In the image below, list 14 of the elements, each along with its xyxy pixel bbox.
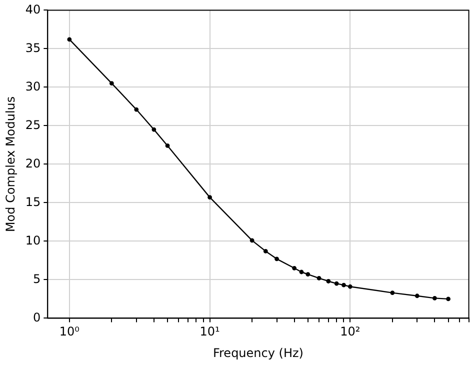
- x-axis-title: Frequency (Hz): [212, 346, 304, 360]
- y-tick-label: 0: [33, 310, 41, 324]
- y-tick-label: 10: [25, 233, 41, 248]
- y-tick-label: 30: [25, 79, 41, 94]
- y-tick-label: 25: [25, 118, 41, 132]
- x-tick-label: 10²: [340, 324, 360, 339]
- x-tick-label: 10⁰: [59, 324, 80, 339]
- y-tick-label: 35: [25, 40, 41, 55]
- y-tick-label: 5: [33, 272, 41, 286]
- y-axis-title: Mod Complex Modulus: [3, 96, 18, 232]
- y-tick-label: 20: [25, 156, 41, 170]
- y-tick-label: 15: [25, 194, 41, 209]
- y-tick-label: 40: [25, 2, 41, 16]
- x-tick-label: 10¹: [200, 324, 220, 339]
